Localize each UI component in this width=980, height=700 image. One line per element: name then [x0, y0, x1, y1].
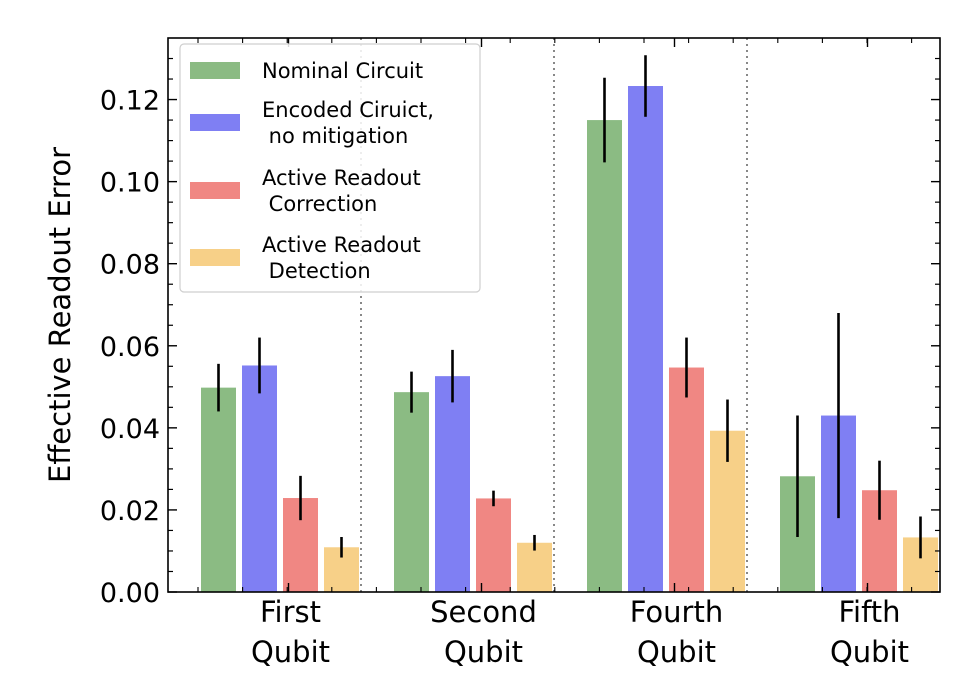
bar: [517, 542, 552, 592]
bar: [476, 498, 511, 592]
category-label: Fifth: [838, 595, 900, 629]
error-bars-layer: [217, 55, 922, 559]
category-separators: [360, 38, 748, 592]
y-axis-title: Effective Readout Error: [43, 147, 77, 483]
bar: [669, 367, 704, 592]
legend-swatch: [190, 114, 240, 131]
legend-swatch: [190, 249, 240, 266]
legend-label: Detection: [262, 259, 371, 283]
y-tick-label: 0.02: [100, 496, 160, 527]
bar: [201, 387, 236, 592]
y-axis-tick-labels: 0.00 0.02 0.04 0.06 0.08 0.10 0.12: [100, 86, 160, 609]
legend: Nominal Circuit Encoded Ciruict, no mitig…: [179, 43, 481, 293]
bar: [242, 365, 277, 592]
legend-label: Active Readout: [262, 233, 421, 257]
category-label: Qubit: [251, 635, 330, 669]
legend-box: [179, 43, 481, 293]
category-label: Qubit: [637, 635, 716, 669]
category-label: First: [260, 595, 321, 629]
x-axis-ticks: [197, 38, 913, 592]
bar: [394, 392, 429, 592]
x-axis-category-labels: First Qubit Second Qubit Fourth Qubit Fifth Qub…: [251, 595, 909, 669]
y-tick-label: 0.06: [100, 332, 160, 363]
y-tick-label: 0.10: [100, 168, 160, 199]
category-label: Qubit: [444, 635, 523, 669]
bar: [628, 86, 663, 592]
legend-label: Correction: [262, 192, 377, 216]
legend-label: Active Readout: [262, 166, 421, 190]
y-tick-label: 0.12: [100, 86, 160, 117]
legend-label: no mitigation: [262, 124, 408, 148]
legend-label: Encoded Ciruict,: [262, 98, 434, 122]
category-label: Fourth: [630, 595, 723, 629]
category-label: Qubit: [830, 635, 909, 669]
y-tick-label: 0.00: [100, 578, 160, 609]
legend-swatch: [190, 182, 240, 199]
legend-swatch: [190, 62, 240, 79]
category-label: Second: [430, 595, 537, 629]
y-tick-label: 0.08: [100, 250, 160, 281]
bar: [435, 376, 470, 592]
plot-frame: [167, 37, 941, 593]
y-axis-ticks: [168, 57, 940, 593]
y-tick-label: 0.04: [100, 414, 160, 445]
bar: [587, 120, 622, 593]
legend-label: Nominal Circuit: [262, 59, 423, 83]
